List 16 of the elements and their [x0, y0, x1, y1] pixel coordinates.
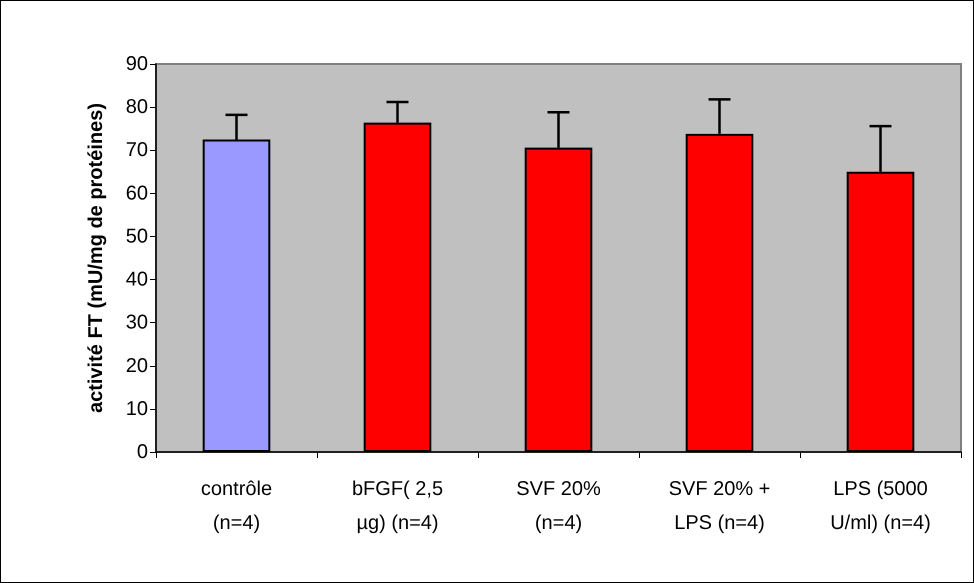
- y-tick-label: 70: [126, 139, 148, 162]
- y-axis-title: activité FT (mU/mg de protéines): [85, 102, 107, 414]
- x-tick-label: LPS (5000 U/ml) (n=4): [830, 478, 931, 534]
- y-tick-label: 0: [136, 441, 148, 463]
- y-tick-label: 50: [126, 225, 148, 248]
- y-tick-label: 30: [126, 312, 148, 334]
- x-tick-label: contrôle (n=4): [200, 478, 272, 534]
- y-tick-label: 60: [126, 182, 148, 204]
- y-tick-label: 20: [126, 354, 148, 377]
- y-tick-label: 40: [126, 268, 148, 291]
- y-tick-label: 10: [126, 398, 148, 420]
- x-tick-label: bFGF( 2,5 µg) (n=4): [352, 478, 444, 534]
- y-tick-label: 80: [126, 96, 148, 118]
- y-tick-label: 90: [126, 53, 148, 75]
- x-tick-label: SVF 20% + LPS (n=4): [668, 478, 770, 534]
- x-tick-label: SVF 20% (n=4): [516, 478, 601, 534]
